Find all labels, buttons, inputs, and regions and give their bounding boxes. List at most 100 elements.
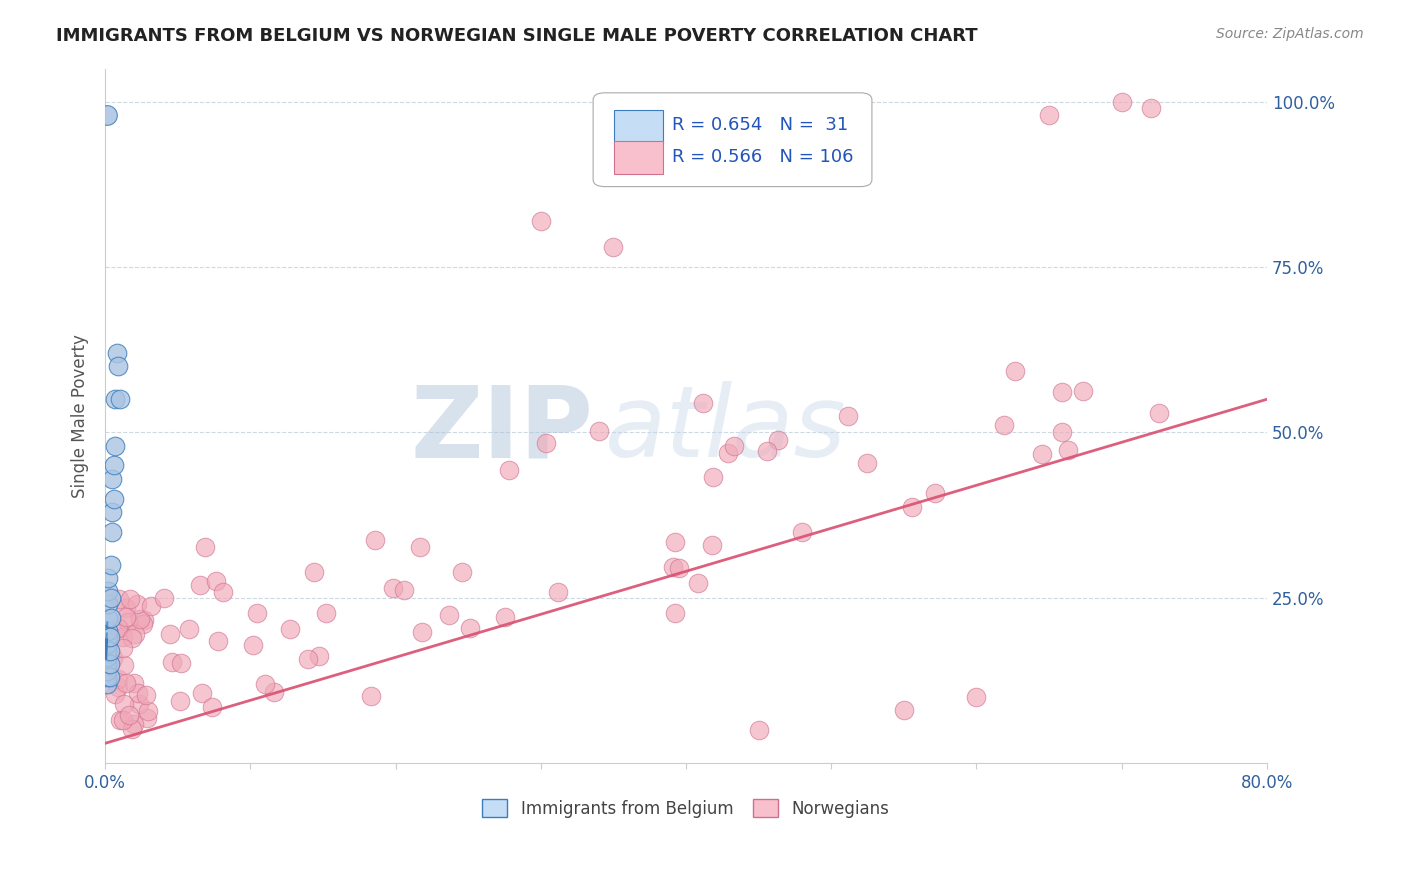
Point	[122, 717, 145, 731]
Point	[108, 392, 131, 407]
Point	[602, 240, 624, 254]
Point	[498, 463, 520, 477]
Point	[1052, 425, 1074, 439]
Point	[530, 213, 553, 227]
Point	[364, 533, 387, 548]
Point	[207, 634, 229, 648]
Point	[121, 632, 143, 646]
Point	[1056, 442, 1078, 457]
Point	[98, 670, 121, 684]
Point	[103, 651, 125, 665]
FancyBboxPatch shape	[614, 141, 662, 174]
Point	[103, 491, 125, 506]
Text: IMMIGRANTS FROM BELGIUM VS NORWEGIAN SINGLE MALE POVERTY CORRELATION CHART: IMMIGRANTS FROM BELGIUM VS NORWEGIAN SIN…	[56, 27, 977, 45]
Point	[131, 616, 153, 631]
Point	[159, 627, 181, 641]
Y-axis label: Single Male Poverty: Single Male Poverty	[72, 334, 89, 498]
Point	[308, 648, 330, 663]
Point	[101, 472, 124, 486]
Point	[837, 409, 859, 424]
Text: R = 0.654   N =  31: R = 0.654 N = 31	[672, 116, 848, 134]
Point	[856, 457, 879, 471]
Point	[191, 686, 214, 700]
Point	[97, 631, 120, 645]
Point	[588, 424, 610, 438]
Point	[717, 446, 740, 460]
Point	[104, 439, 127, 453]
Point	[205, 574, 228, 588]
Point	[103, 458, 125, 473]
Point	[114, 657, 136, 672]
Legend: Immigrants from Belgium, Norwegians: Immigrants from Belgium, Norwegians	[475, 793, 896, 824]
Point	[242, 638, 264, 652]
Point	[901, 500, 924, 514]
Point	[132, 614, 155, 628]
Point	[212, 584, 235, 599]
Point	[394, 582, 416, 597]
Point	[96, 108, 118, 122]
Point	[297, 652, 319, 666]
Point	[686, 576, 709, 591]
Point	[1038, 108, 1060, 122]
Point	[96, 650, 118, 665]
Point	[97, 571, 120, 585]
Point	[100, 610, 122, 624]
Point	[1139, 101, 1161, 115]
Point	[107, 621, 129, 635]
Text: ZIP: ZIP	[411, 381, 593, 478]
Point	[108, 713, 131, 727]
Point	[136, 705, 159, 719]
Point	[439, 607, 461, 622]
Point	[201, 699, 224, 714]
Point	[494, 609, 516, 624]
Point	[117, 615, 139, 629]
Text: Source: ZipAtlas.com: Source: ZipAtlas.com	[1216, 27, 1364, 41]
Point	[96, 664, 118, 678]
Point	[304, 565, 326, 579]
Point	[112, 630, 135, 644]
Point	[1111, 95, 1133, 109]
Point	[107, 359, 129, 374]
Point	[139, 599, 162, 614]
Point	[702, 470, 724, 484]
Point	[124, 676, 146, 690]
Point	[662, 560, 685, 574]
Point	[112, 713, 135, 727]
Point	[966, 690, 988, 704]
FancyBboxPatch shape	[614, 110, 662, 143]
Point	[107, 672, 129, 686]
Point	[105, 346, 128, 360]
Point	[263, 685, 285, 699]
Point	[993, 417, 1015, 432]
Point	[169, 694, 191, 708]
Point	[246, 606, 269, 620]
Point	[108, 621, 131, 635]
Point	[748, 723, 770, 737]
Point	[125, 597, 148, 611]
Point	[755, 444, 778, 458]
Point	[668, 561, 690, 575]
Point	[112, 640, 135, 655]
Point	[103, 687, 125, 701]
Point	[114, 675, 136, 690]
Point	[1031, 447, 1053, 461]
Point	[115, 610, 138, 624]
Point	[1073, 384, 1095, 398]
Point	[153, 591, 176, 605]
Point	[893, 703, 915, 717]
FancyBboxPatch shape	[593, 93, 872, 186]
Point	[97, 610, 120, 624]
Point	[790, 525, 813, 540]
Point	[96, 670, 118, 684]
Point	[409, 540, 432, 554]
Point	[97, 624, 120, 638]
Point	[121, 723, 143, 737]
Point	[1050, 384, 1073, 399]
Point	[97, 598, 120, 612]
Point	[458, 621, 481, 635]
Point	[360, 690, 382, 704]
Point	[104, 392, 127, 407]
Point	[118, 707, 141, 722]
Point	[280, 622, 302, 636]
Point	[97, 584, 120, 599]
